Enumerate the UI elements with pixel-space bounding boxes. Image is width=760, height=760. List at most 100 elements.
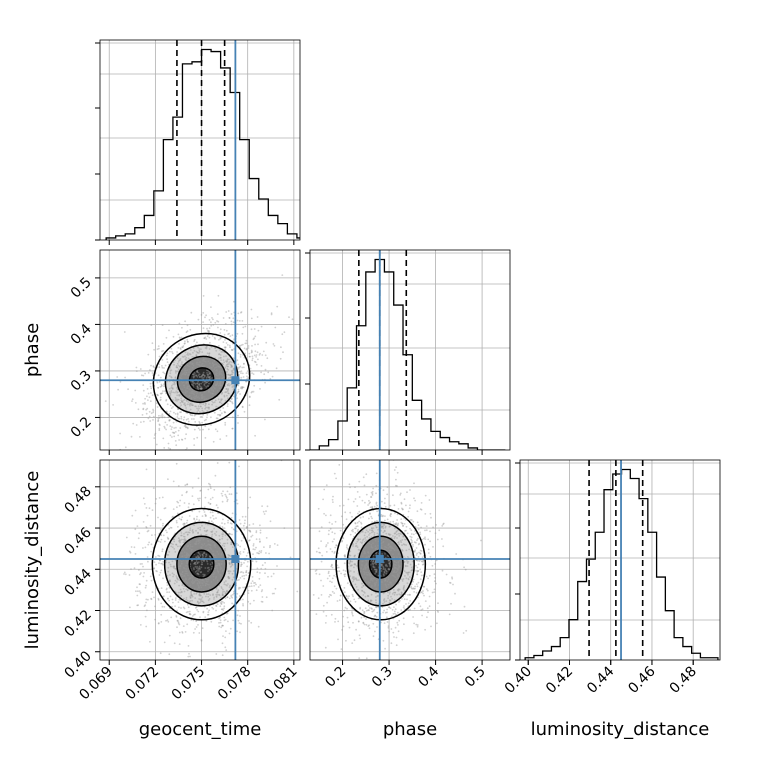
sample-point <box>184 342 186 344</box>
sample-point <box>272 343 275 345</box>
sample-point <box>193 587 196 590</box>
sample-point <box>253 328 256 330</box>
sample-point <box>169 563 172 566</box>
sample-point <box>369 512 371 515</box>
sample-point <box>387 594 390 597</box>
sample-point <box>305 627 307 629</box>
sample-point <box>196 562 199 565</box>
sample-point <box>420 508 423 511</box>
sample-point <box>202 396 205 398</box>
sample-point <box>218 371 221 374</box>
sample-point <box>195 529 197 532</box>
sample-point <box>160 415 163 417</box>
sample-point <box>178 643 181 645</box>
sample-point <box>208 391 211 393</box>
sample-point <box>269 546 271 549</box>
sample-point <box>184 437 187 440</box>
sample-point <box>200 405 202 408</box>
sample-point <box>246 526 249 529</box>
sample-point <box>139 583 141 586</box>
sample-point <box>369 506 372 509</box>
sample-point <box>331 563 333 566</box>
sample-point <box>159 376 162 379</box>
sample-point <box>219 357 222 359</box>
sample-point <box>394 626 397 629</box>
sample-point <box>176 391 179 394</box>
sample-point <box>232 570 235 572</box>
sample-point <box>245 527 248 529</box>
sample-point <box>411 541 413 544</box>
sample-point <box>196 567 198 569</box>
sample-point <box>365 563 367 565</box>
sample-point <box>411 560 414 563</box>
sample-point <box>213 488 216 491</box>
sample-point <box>209 372 212 375</box>
sample-point <box>396 519 398 521</box>
sample-point <box>389 521 392 523</box>
sample-point <box>346 616 349 619</box>
sample-point <box>370 584 373 587</box>
sample-point <box>331 564 333 567</box>
sample-point <box>218 563 221 566</box>
sample-point <box>173 382 176 385</box>
sample-point <box>225 630 227 632</box>
sample-point <box>145 527 148 529</box>
sample-point <box>365 493 368 496</box>
sample-point <box>352 576 354 578</box>
sample-point <box>193 340 196 342</box>
sample-point <box>420 526 422 529</box>
sample-point <box>162 560 165 563</box>
sample-point <box>147 392 150 395</box>
sample-point <box>345 594 348 597</box>
sample-point <box>202 579 205 581</box>
sample-point <box>153 567 155 570</box>
sample-point <box>146 388 149 390</box>
sample-point <box>441 538 443 540</box>
sample-point <box>174 377 177 379</box>
sample-point <box>399 539 402 542</box>
sample-point <box>180 377 183 380</box>
sample-point <box>344 554 346 556</box>
sample-point <box>212 518 215 520</box>
sample-point <box>226 403 229 405</box>
sample-point <box>168 412 171 415</box>
sample-point <box>375 601 377 604</box>
sample-point <box>170 616 173 619</box>
sample-point <box>189 529 192 532</box>
sample-point <box>228 632 231 635</box>
sample-point <box>212 552 215 555</box>
sample-point <box>204 513 207 516</box>
sample-point <box>194 571 197 573</box>
sample-point <box>150 598 153 601</box>
sample-point <box>174 605 177 607</box>
sample-point <box>214 347 217 350</box>
sample-point <box>392 591 395 594</box>
sample-point <box>185 572 188 575</box>
sample-point <box>206 416 208 419</box>
sample-point <box>335 477 337 480</box>
sample-point <box>229 360 232 363</box>
sample-point <box>255 530 258 532</box>
sample-point <box>242 386 245 389</box>
sample-point <box>196 579 199 582</box>
sample-point <box>162 349 165 352</box>
sample-point <box>248 355 251 358</box>
sample-point <box>366 594 369 597</box>
sample-point <box>194 579 197 582</box>
sample-point <box>207 385 209 388</box>
sample-point <box>381 525 384 528</box>
sample-point <box>333 592 336 594</box>
sample-point <box>423 585 425 588</box>
sample-point <box>207 406 210 409</box>
sample-point <box>397 561 400 564</box>
sample-point <box>243 410 246 413</box>
sample-point <box>196 601 199 603</box>
x-tick-label: 0.078 <box>215 664 255 704</box>
sample-point <box>197 374 200 377</box>
sample-point <box>166 380 169 383</box>
sample-point <box>375 571 377 573</box>
sample-point <box>186 533 189 536</box>
sample-point <box>412 616 414 618</box>
sample-point <box>208 568 211 571</box>
sample-point <box>389 591 391 594</box>
